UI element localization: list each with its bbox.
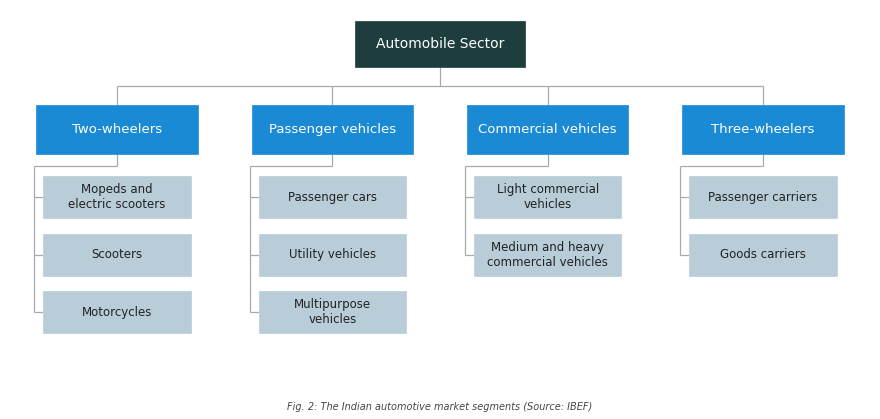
FancyBboxPatch shape [689,234,837,276]
Text: Multipurpose
vehicles: Multipurpose vehicles [294,298,370,326]
Text: Fig. 2: The Indian automotive market segments (Source: IBEF): Fig. 2: The Indian automotive market seg… [288,402,592,411]
Text: Mopeds and
electric scooters: Mopeds and electric scooters [69,183,165,211]
FancyBboxPatch shape [356,21,524,67]
FancyBboxPatch shape [259,176,406,218]
Text: Goods carriers: Goods carriers [720,248,806,261]
FancyBboxPatch shape [259,292,406,333]
Text: Two-wheelers: Two-wheelers [72,123,162,136]
FancyBboxPatch shape [252,105,413,154]
FancyBboxPatch shape [43,292,191,333]
Text: Utility vehicles: Utility vehicles [289,248,376,261]
FancyBboxPatch shape [689,176,837,218]
Text: Passenger vehicles: Passenger vehicles [268,123,396,136]
Text: Scooters: Scooters [92,248,143,261]
Text: Commercial vehicles: Commercial vehicles [479,123,617,136]
Text: Three-wheelers: Three-wheelers [711,123,815,136]
FancyBboxPatch shape [259,234,406,276]
Text: Passenger carriers: Passenger carriers [708,191,818,204]
FancyBboxPatch shape [36,105,198,154]
Text: Medium and heavy
commercial vehicles: Medium and heavy commercial vehicles [488,241,608,269]
Text: Light commercial
vehicles: Light commercial vehicles [496,183,598,211]
FancyBboxPatch shape [43,234,191,276]
FancyBboxPatch shape [474,234,621,276]
FancyBboxPatch shape [43,176,191,218]
FancyBboxPatch shape [467,105,628,154]
FancyBboxPatch shape [474,176,621,218]
Text: Automobile Sector: Automobile Sector [376,37,504,51]
FancyBboxPatch shape [682,105,844,154]
Text: Motorcycles: Motorcycles [82,306,152,319]
Text: Passenger cars: Passenger cars [288,191,377,204]
